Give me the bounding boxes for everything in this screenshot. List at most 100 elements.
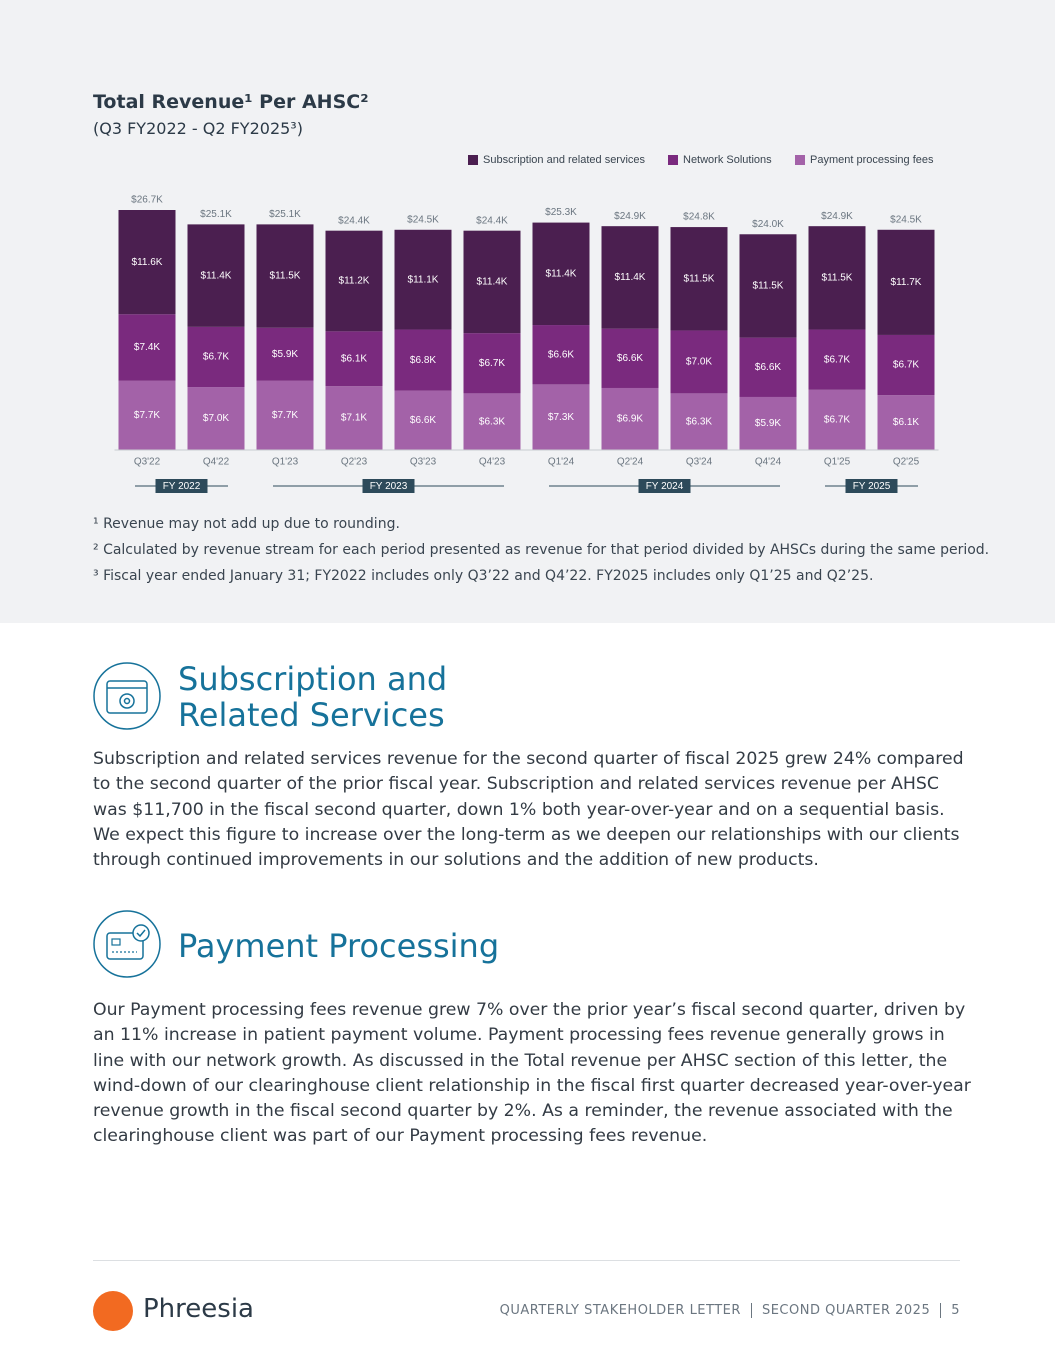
section-heading: Payment Processing: [178, 928, 499, 964]
bar-segment: [670, 393, 728, 450]
value-label: $7.7K: [134, 410, 160, 421]
value-label: $6.3K: [686, 416, 712, 427]
total-label: $26.7K: [131, 195, 163, 206]
legend-label: Payment processing fees: [810, 154, 934, 166]
bar-segment: [187, 326, 245, 388]
bar-segment: [739, 234, 797, 338]
logo: [93, 1291, 133, 1331]
x-tick-label: Q2'23: [341, 457, 368, 468]
total-label: $25.3K: [545, 207, 577, 218]
bar-segment: [877, 229, 935, 335]
bar-segment: [877, 395, 935, 450]
value-label: $11.2K: [339, 276, 370, 287]
value-label: $11.4K: [546, 268, 577, 279]
bar-segment: [739, 337, 797, 397]
footnote: ² Calculated by revenue stream for each …: [93, 542, 990, 558]
paragraph: Our Payment processing fees revenue grew…: [93, 1000, 971, 1147]
bar-segment: [394, 390, 452, 450]
bar-segment: [532, 222, 590, 326]
bar-segment: [808, 389, 866, 450]
bar-segment: [463, 393, 521, 450]
value-label: $7.4K: [134, 342, 160, 353]
bar-segment: [670, 330, 728, 394]
bar-segment: [463, 230, 521, 334]
legend-label: Network Solutions: [683, 154, 772, 166]
value-label: $5.9K: [755, 418, 781, 429]
value-label: $11.4K: [477, 277, 508, 288]
total-label: $24.9K: [614, 211, 646, 222]
value-label: $11.7K: [891, 277, 922, 288]
value-label: $6.7K: [203, 352, 229, 363]
value-label: $11.5K: [822, 273, 853, 284]
value-label: $11.5K: [753, 281, 784, 292]
page-number: 5: [940, 1303, 960, 1318]
value-label: $11.4K: [201, 270, 232, 281]
fiscal-year-label: FY 2024: [646, 481, 684, 492]
x-tick-label: Q2'25: [893, 457, 920, 468]
bar-segment: [532, 325, 590, 385]
value-label: $7.0K: [203, 413, 229, 424]
total-label: $24.4K: [476, 215, 508, 226]
total-label: $24.5K: [407, 214, 439, 225]
fiscal-year-box: [155, 479, 208, 493]
value-label: $6.6K: [410, 415, 436, 426]
total-label: $24.0K: [752, 219, 784, 230]
heading-line: Subscription and: [178, 660, 448, 698]
fiscal-year-box: [362, 479, 415, 493]
value-label: $11.6K: [132, 257, 163, 268]
value-label: $6.6K: [617, 353, 643, 364]
fiscal-year-box: [845, 479, 898, 493]
bar-segment: [187, 387, 245, 450]
legend-swatch: [668, 155, 678, 165]
legend-swatch: [795, 155, 805, 165]
bar-segment: [118, 314, 176, 381]
icon: [93, 910, 161, 978]
bar-segment: [877, 334, 935, 396]
value-label: $6.8K: [410, 355, 436, 366]
value-label: $11.5K: [684, 273, 715, 284]
value-label: $6.1K: [893, 417, 919, 428]
value-label: $6.3K: [479, 416, 505, 427]
x-tick-label: Q1'25: [824, 457, 851, 468]
x-tick-label: Q3'23: [410, 457, 437, 468]
x-tick-label: Q4'24: [755, 457, 782, 468]
bar-segment: [808, 329, 866, 390]
bar-segment: [601, 226, 659, 329]
icon: [93, 662, 161, 730]
value-label: $7.7K: [272, 410, 298, 421]
footnote: ³ Fiscal year ended January 31; FY2022 i…: [93, 568, 874, 584]
fiscal-year-label: FY 2025: [853, 481, 891, 492]
fiscal-year-label: FY 2022: [163, 481, 201, 492]
paragraph: Subscription and related services revenu…: [93, 749, 964, 871]
bar-segment: [256, 380, 314, 450]
x-tick-label: Q1'24: [548, 457, 575, 468]
value-label: $7.3K: [548, 412, 574, 423]
footnotes: ¹ Revenue may not add up due to rounding…: [93, 516, 989, 594]
heading-line: Payment Processing: [178, 927, 500, 965]
bar-segment: [394, 229, 452, 330]
value-label: $6.7K: [824, 415, 850, 426]
value-label: $6.6K: [548, 349, 574, 360]
value-label: $6.7K: [824, 354, 850, 365]
value-label: $6.1K: [341, 353, 367, 364]
bar-segment: [739, 396, 797, 450]
value-label: $6.6K: [755, 362, 781, 373]
fiscal-year-box: [638, 479, 691, 493]
section-heading: Subscription and Related Services: [178, 661, 447, 733]
chart-title: Total Revenue¹ Per AHSC²: [93, 91, 369, 113]
bar-segment: [532, 384, 590, 450]
total-label: $25.1K: [200, 209, 232, 220]
value-label: $7.0K: [686, 357, 712, 368]
bar-segment: [325, 386, 383, 450]
footnote: ¹ Revenue may not add up due to rounding…: [93, 516, 400, 532]
footer-text: SECOND QUARTER 2025: [750, 1303, 941, 1318]
fiscal-year-label: FY 2023: [370, 481, 408, 492]
value-label: $6.9K: [617, 414, 643, 425]
bar-segment: [601, 387, 659, 450]
bar-segment: [601, 328, 659, 388]
value-label: $7.1K: [341, 413, 367, 424]
bar-segment: [118, 210, 176, 315]
x-tick-label: Q2'24: [617, 457, 644, 468]
legend-swatch: [468, 155, 478, 165]
